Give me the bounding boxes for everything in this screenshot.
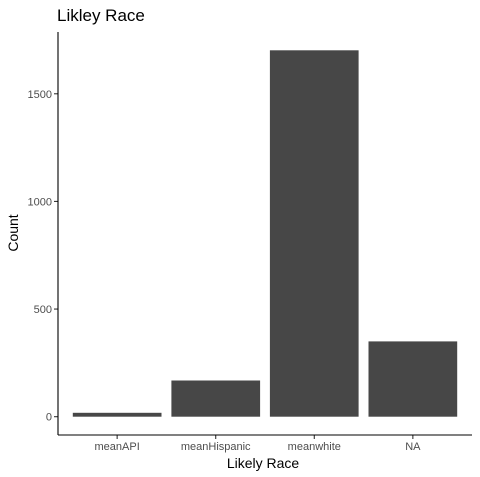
x-tick-label: meanHispanic: [181, 441, 251, 453]
bar-na: [368, 341, 458, 417]
x-tick-label: meanAPI: [95, 441, 140, 453]
bar-meanhispanic: [171, 380, 261, 417]
x-tick-label: meanwhite: [288, 441, 341, 453]
y-axis-title: Count: [5, 214, 21, 251]
y-tick-label: 0: [46, 412, 52, 424]
bar-meanapi: [72, 412, 162, 417]
y-tick-label: 500: [34, 304, 52, 316]
y-tick-label: 1500: [28, 89, 52, 101]
y-tick-label: 1000: [28, 196, 52, 208]
bars-group: [72, 50, 458, 417]
x-axis-ticks: meanAPI meanHispanic meanwhite NA: [95, 435, 421, 453]
bar-meanwhite: [269, 50, 359, 417]
chart-title: Likley Race: [57, 6, 145, 25]
y-axis-ticks: 0 500 1000 1500: [28, 89, 58, 424]
x-tick-label: NA: [405, 441, 421, 453]
x-axis-title: Likely Race: [227, 455, 300, 471]
